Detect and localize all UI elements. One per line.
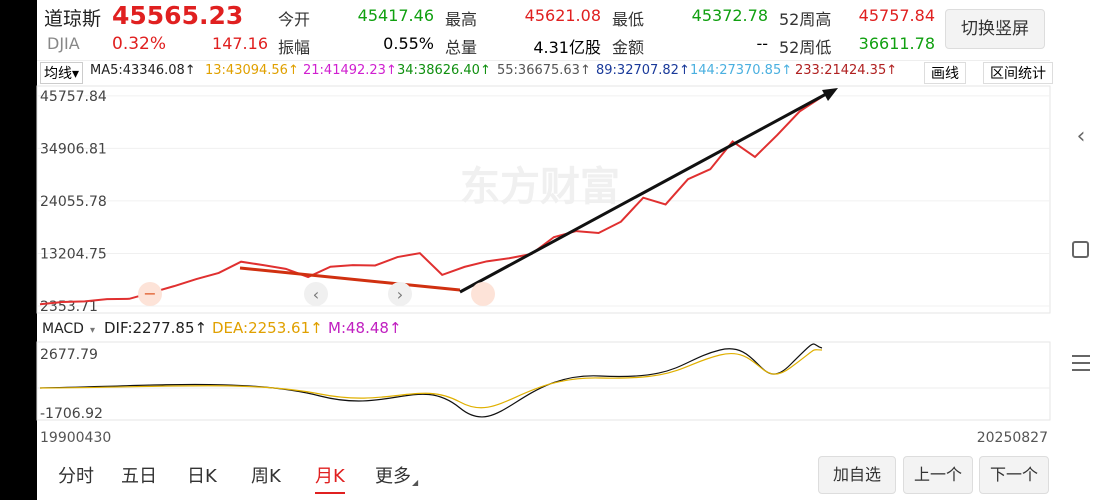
x-start-label: 19900430 bbox=[40, 430, 111, 446]
ma-item: 34:38626.40↑ bbox=[397, 63, 491, 78]
drawn-arrow bbox=[459, 91, 829, 294]
ma-item: 144:27370.85↑ bbox=[690, 63, 793, 78]
field-label: 总量 bbox=[445, 38, 478, 57]
price: 45565.23 bbox=[112, 1, 244, 30]
bottom-button[interactable]: 加自选 bbox=[818, 456, 896, 494]
ma-item: 21:41492.23↑ bbox=[303, 63, 397, 78]
y-tick-label: 24055.78 bbox=[40, 194, 107, 210]
macd-name: MACD bbox=[42, 321, 84, 337]
draw-button[interactable]: 画线 bbox=[924, 62, 966, 84]
watermark: 东方财富 bbox=[460, 164, 620, 210]
tab[interactable]: 日K bbox=[187, 466, 217, 487]
macd-dropdown: ▾ bbox=[90, 325, 95, 336]
field-label: 52周高 bbox=[779, 10, 832, 29]
y-tick-label: 45757.84 bbox=[40, 89, 107, 105]
next-page[interactable] bbox=[388, 282, 412, 306]
field-label: 最低 bbox=[612, 10, 645, 29]
field-label: 振幅 bbox=[278, 38, 311, 57]
y-tick-label: 34906.81 bbox=[40, 141, 107, 157]
divider bbox=[37, 60, 1050, 61]
macd-top: 2677.79 bbox=[40, 347, 98, 363]
field-label: 金额 bbox=[612, 38, 645, 57]
macd-dea: DEA:2253.61↑ bbox=[212, 319, 323, 337]
price-line bbox=[39, 95, 823, 306]
left-bezel bbox=[0, 0, 37, 500]
macd-bottom: -1706.92 bbox=[40, 406, 103, 422]
range-button[interactable]: 区间统计 bbox=[983, 62, 1053, 84]
field-value: 36611.78 bbox=[858, 34, 935, 53]
tab[interactable]: 分时 bbox=[58, 466, 94, 487]
arrow-head bbox=[822, 88, 838, 101]
field-label: 最高 bbox=[445, 10, 478, 29]
x-end-label: 20250827 bbox=[977, 430, 1048, 446]
menu-icon[interactable] bbox=[1072, 355, 1090, 371]
stock-name: 道琼斯 bbox=[44, 8, 102, 30]
change-pct: 0.32% bbox=[112, 34, 167, 54]
field-value: 45372.78 bbox=[691, 6, 768, 25]
field-label: 52周低 bbox=[779, 38, 832, 57]
ma-mode-label: 均线 bbox=[44, 66, 72, 82]
tab[interactable]: 五日 bbox=[121, 466, 157, 487]
ma-item: 13:43094.56↑ bbox=[205, 63, 299, 78]
bottom-button[interactable]: 上一个 bbox=[903, 456, 973, 494]
macd-dif-line bbox=[39, 343, 823, 418]
tab[interactable]: 周K bbox=[251, 466, 281, 487]
drawn-line bbox=[239, 266, 461, 292]
ma-item: MA5:43346.08↑ bbox=[90, 63, 196, 78]
zoom-in[interactable] bbox=[471, 282, 495, 306]
macd-dea-line bbox=[39, 349, 823, 409]
field-value: -- bbox=[756, 34, 768, 53]
y-tick-label: 13204.75 bbox=[40, 246, 107, 262]
field-value: 0.55% bbox=[383, 34, 434, 53]
field-value: 45757.84 bbox=[858, 6, 935, 25]
ma-item: 89:32707.82↑ bbox=[596, 63, 690, 78]
prev-icon: ‹ bbox=[313, 285, 319, 304]
ma-item: 233:21424.35↑ bbox=[795, 63, 898, 78]
ma-item: 55:36675.63↑ bbox=[497, 63, 591, 78]
zoom-out-icon: − bbox=[143, 284, 156, 303]
macd-m: M:48.48↑ bbox=[328, 319, 402, 337]
change: 147.16 bbox=[212, 34, 268, 53]
home-icon[interactable] bbox=[1072, 241, 1089, 258]
field-value: 45621.08 bbox=[524, 6, 601, 25]
macd-frame bbox=[36, 341, 1051, 421]
macd-dif: DIF:2277.85↑ bbox=[104, 319, 207, 337]
zoom-out[interactable] bbox=[138, 282, 162, 306]
field-label: 今开 bbox=[278, 10, 311, 29]
next-icon: › bbox=[397, 285, 403, 304]
field-value: 45417.46 bbox=[357, 6, 434, 25]
tab[interactable]: 月K bbox=[315, 462, 345, 494]
back-icon[interactable]: ‹ bbox=[1077, 124, 1086, 149]
tab[interactable]: 更多 bbox=[375, 466, 411, 487]
price-frame bbox=[36, 85, 1051, 314]
code: DJIA bbox=[47, 34, 80, 53]
more-indicator: ◢ bbox=[412, 478, 419, 487]
bottom-button[interactable]: 下一个 bbox=[979, 456, 1049, 494]
switch-button[interactable]: 切换竖屏 bbox=[945, 9, 1045, 49]
ma-mode[interactable]: 均线▾ bbox=[40, 62, 84, 84]
field-value: 4.31亿股 bbox=[533, 38, 601, 57]
prev-page[interactable] bbox=[304, 282, 328, 306]
